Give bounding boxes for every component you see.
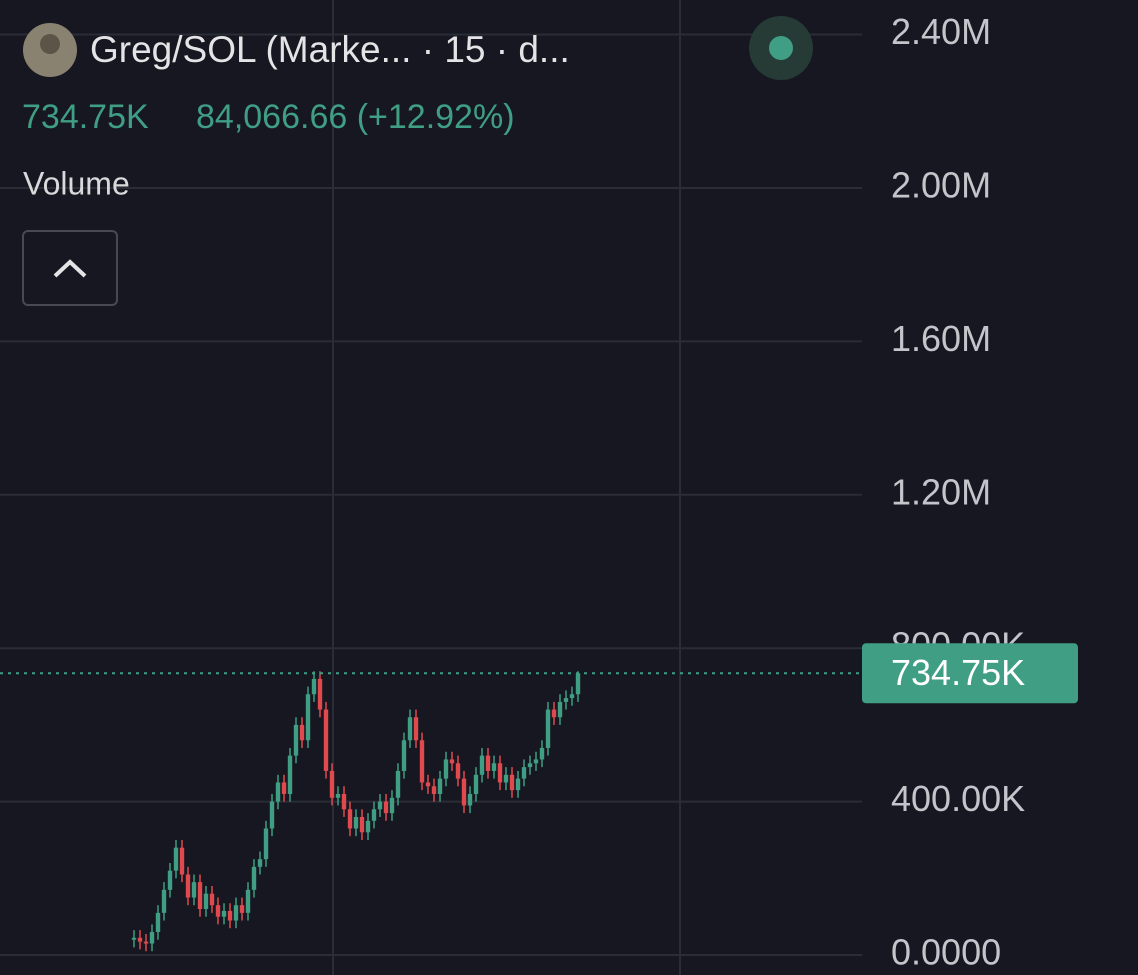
candle-body [341,793,347,810]
price-tag [862,643,1078,704]
candle-body [575,673,581,695]
indicator-label: Volume [23,165,130,201]
candle-body [377,801,383,810]
candle-body [245,889,251,913]
legend-change: 84,066.66 (+12.92%) [196,98,515,136]
candle-body [539,747,545,760]
candle-body [323,709,329,771]
candle-body [137,937,143,942]
symbol-title: Greg/SOL (Marke... · 15 · d... [90,29,570,70]
candle-body [269,801,275,829]
candle-body [197,882,203,910]
candle-body [425,782,431,787]
candle-body [311,678,317,695]
candle-body [509,774,515,791]
status-dot [769,36,793,60]
y-tick-label: 2.40M [891,11,991,52]
candle-body [467,793,473,806]
y-tick-label: 0.0000 [891,932,1001,973]
candle-body [395,770,401,798]
candle-body [557,701,563,718]
candle-body [281,782,287,794]
candle-body [317,678,323,710]
candle-body [161,889,167,913]
candles [131,671,581,952]
candle-body [521,767,527,779]
candle-body [455,763,461,779]
chevron-icon [53,259,87,278]
candle-body [287,755,293,794]
grid [0,33,862,957]
candle-body [215,905,221,917]
candle-body [569,694,575,699]
candle-body [431,786,437,794]
candle-body [461,778,467,806]
candle-body [515,778,521,791]
y-tick-label: 400.00K [891,778,1025,819]
candle-body [479,755,485,775]
candle-body [227,910,233,921]
candle-body [497,763,503,783]
candle-body [209,893,215,906]
candle-body [401,740,407,771]
candle-body [383,801,389,814]
candle-body [491,763,497,771]
candle-body [131,937,137,940]
collapse-button[interactable] [22,230,118,306]
candle-body [221,910,227,917]
candle-body [533,759,539,764]
candle-body [173,847,179,871]
candle-body [305,694,311,741]
candle-body [335,793,341,798]
candle-body [203,893,209,910]
candle-body [179,847,185,875]
candle-body [437,778,443,794]
candle-body [191,882,197,898]
candle-body [149,932,155,944]
legend-value: 734.75K [22,98,149,136]
avatar-detail [40,34,60,54]
candle-body [443,759,449,779]
candle-body [329,770,335,798]
candle-body [347,809,353,829]
candle-body [545,709,551,748]
candle-body [407,717,413,741]
candle-body [299,724,305,741]
candle-body [371,809,377,821]
candle-body [263,828,269,860]
candle-body [359,816,365,833]
candle-body [293,724,299,756]
candle-body [155,912,161,933]
candle-body [389,797,395,814]
y-tick-label: 1.60M [891,318,991,359]
candle-body [563,698,569,702]
candle-body [275,782,281,802]
candle-body [365,820,371,833]
candle-body [251,866,257,890]
y-tick-label: 1.20M [891,471,991,512]
price-tag-label: 734.75K [891,652,1025,693]
candle-body [503,774,509,783]
candle-body [353,816,359,829]
candle-body [419,740,425,783]
candle-body [485,755,491,771]
candle-body [185,874,191,898]
y-tick-label: 2.00M [891,164,991,205]
candle-body [239,905,245,913]
candle-body [257,859,263,867]
candle-body [143,941,149,944]
candle-body [167,870,173,890]
candle-body [413,717,419,741]
candle-body [449,759,455,764]
candle-body [527,763,533,768]
candle-body [233,905,239,921]
y-axis: 0.0000400.00K800.00K1.20M1.60M2.00M2.40M… [0,11,1078,973]
candle-body [473,774,479,794]
candle-body [551,709,557,718]
